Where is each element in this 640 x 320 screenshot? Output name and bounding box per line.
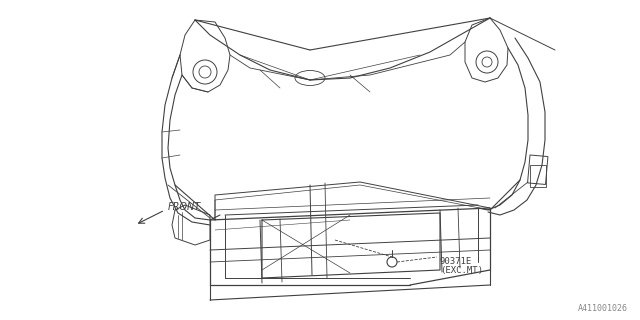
Text: FRONT: FRONT <box>168 202 201 212</box>
Bar <box>527 155 548 184</box>
Text: (EXC.MT): (EXC.MT) <box>440 267 483 276</box>
Text: 90371E: 90371E <box>440 257 472 266</box>
Text: A411001026: A411001026 <box>578 304 628 313</box>
